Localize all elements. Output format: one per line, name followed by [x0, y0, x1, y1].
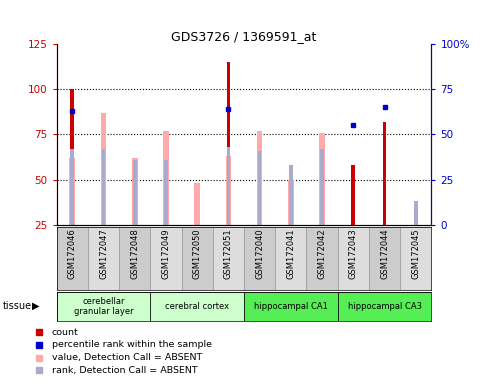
Bar	[257, 131, 262, 225]
Text: GSM172045: GSM172045	[411, 228, 420, 279]
Bar	[383, 122, 387, 225]
Title: GDS3726 / 1369591_at: GDS3726 / 1369591_at	[172, 30, 317, 43]
Bar	[352, 165, 355, 225]
Bar	[213, 227, 244, 290]
Bar	[163, 131, 169, 225]
Text: ▶: ▶	[32, 301, 39, 311]
Bar	[57, 227, 88, 290]
Bar	[244, 227, 275, 290]
Bar	[181, 227, 213, 290]
Text: GSM172048: GSM172048	[130, 228, 139, 279]
Bar	[150, 227, 181, 290]
Bar	[150, 292, 244, 321]
Bar	[132, 158, 138, 225]
Text: cerebellar
granular layer: cerebellar granular layer	[74, 296, 133, 316]
Bar	[319, 132, 325, 225]
Bar	[70, 89, 74, 225]
Bar	[164, 160, 168, 225]
Bar	[320, 149, 324, 225]
Bar	[369, 227, 400, 290]
Text: rank, Detection Call = ABSENT: rank, Detection Call = ABSENT	[52, 366, 197, 375]
Bar	[289, 165, 293, 225]
Bar	[258, 151, 261, 225]
Text: hippocampal CA3: hippocampal CA3	[348, 302, 422, 311]
Bar	[275, 227, 307, 290]
Text: GSM172043: GSM172043	[349, 228, 358, 279]
Bar	[57, 292, 150, 321]
Text: GSM172046: GSM172046	[68, 228, 77, 279]
Text: count: count	[52, 328, 78, 337]
Bar	[414, 201, 418, 225]
Bar	[400, 227, 431, 290]
Bar	[101, 113, 106, 225]
Bar	[244, 292, 338, 321]
Bar	[338, 292, 431, 321]
Bar	[88, 227, 119, 290]
Bar	[133, 160, 137, 225]
Text: GSM172050: GSM172050	[193, 228, 202, 279]
Text: tissue: tissue	[2, 301, 32, 311]
Bar	[194, 183, 200, 225]
Bar	[227, 62, 230, 225]
Text: GSM172051: GSM172051	[224, 228, 233, 279]
Text: GSM172047: GSM172047	[99, 228, 108, 279]
Bar	[227, 147, 230, 225]
Bar	[338, 227, 369, 290]
Text: GSM172040: GSM172040	[255, 228, 264, 279]
Bar	[102, 149, 106, 225]
Text: GSM172041: GSM172041	[286, 228, 295, 279]
Bar	[70, 149, 74, 225]
Bar	[288, 180, 294, 225]
Text: cerebral cortex: cerebral cortex	[165, 302, 229, 311]
Text: value, Detection Call = ABSENT: value, Detection Call = ABSENT	[52, 353, 202, 362]
Text: GSM172044: GSM172044	[380, 228, 389, 279]
Text: percentile rank within the sample: percentile rank within the sample	[52, 340, 212, 349]
Text: GSM172042: GSM172042	[317, 228, 326, 279]
Bar	[70, 158, 75, 225]
Bar	[226, 156, 231, 225]
Text: GSM172049: GSM172049	[162, 228, 171, 279]
Bar	[307, 227, 338, 290]
Text: hippocampal CA1: hippocampal CA1	[254, 302, 328, 311]
Bar	[119, 227, 150, 290]
